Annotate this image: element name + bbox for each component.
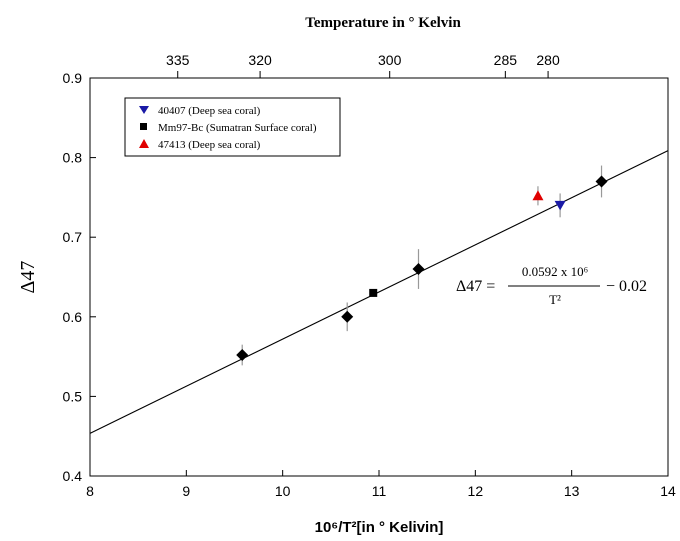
legend-label-1: Mm97-Bc (Sumatran Surface coral): [158, 122, 317, 134]
data-points-group: [236, 175, 608, 362]
x-tick-label: 11: [372, 483, 387, 499]
y-tick-label: 0.8: [63, 150, 83, 166]
y-axis-title: Δ47: [17, 261, 39, 294]
top-tick-label: 320: [248, 52, 272, 68]
y-axis-ticks: 0.4 0.5 0.6 0.7 0.8 0.9: [63, 70, 96, 484]
equation-denominator: T²: [549, 292, 561, 307]
equation-numerator: 0.0592 x 10⁶: [522, 264, 588, 279]
x-tick-label: 13: [564, 483, 580, 499]
legend-label-0: 40407 (Deep sea coral): [158, 105, 261, 117]
equation-suffix: − 0.02: [606, 278, 647, 295]
legend: 40407 (Deep sea coral) Mm97-Bc (Sumatran…: [124, 97, 341, 157]
x-tick-label: 9: [182, 483, 190, 499]
top-axis-title: Temperature in ° Kelvin: [305, 15, 461, 31]
fit-line-group: [89, 150, 669, 434]
top-tick-label: 300: [378, 52, 402, 68]
x-tick-label: 14: [660, 483, 676, 499]
x-tick-label: 8: [86, 483, 94, 499]
legend-marker-triangle-up: [139, 139, 149, 148]
data-point-diamond: [236, 349, 249, 362]
x-axis-ticks: 8 9 10 11 12 13 14: [86, 470, 676, 499]
x-tick-label: 10: [275, 483, 291, 499]
x-tick-label: 12: [468, 483, 484, 499]
top-tick-label: 285: [494, 52, 518, 68]
y-tick-label: 0.7: [63, 229, 83, 245]
data-point-diamond: [341, 310, 354, 323]
fit-line: [89, 150, 669, 434]
fit-equation: Δ47 = 0.0592 x 10⁶ T² − 0.02: [456, 264, 647, 307]
equation-lhs: Δ47 =: [456, 278, 495, 295]
data-point-diamond: [412, 263, 425, 276]
data-point-diamond: [595, 175, 608, 188]
legend-marker-square: [140, 123, 147, 130]
data-point-square: [369, 288, 378, 297]
top-tick-label: 335: [166, 52, 190, 68]
y-tick-label: 0.6: [63, 309, 83, 325]
legend-label-2: 47413 (Deep sea coral): [158, 139, 261, 151]
data-point-triangle-down: [554, 200, 566, 211]
top-axis-ticks: 335 320 300 285 280: [166, 52, 560, 78]
top-tick-label: 280: [536, 52, 560, 68]
legend-marker-triangle-down: [139, 106, 149, 114]
y-tick-label: 0.9: [63, 70, 83, 86]
y-tick-label: 0.5: [63, 388, 83, 404]
y-tick-label: 0.4: [63, 468, 83, 484]
data-point-triangle-up: [532, 190, 544, 201]
x-axis-title: 10⁶/T²[in ° Kelivin]: [315, 519, 444, 536]
legend-box: [124, 97, 341, 157]
